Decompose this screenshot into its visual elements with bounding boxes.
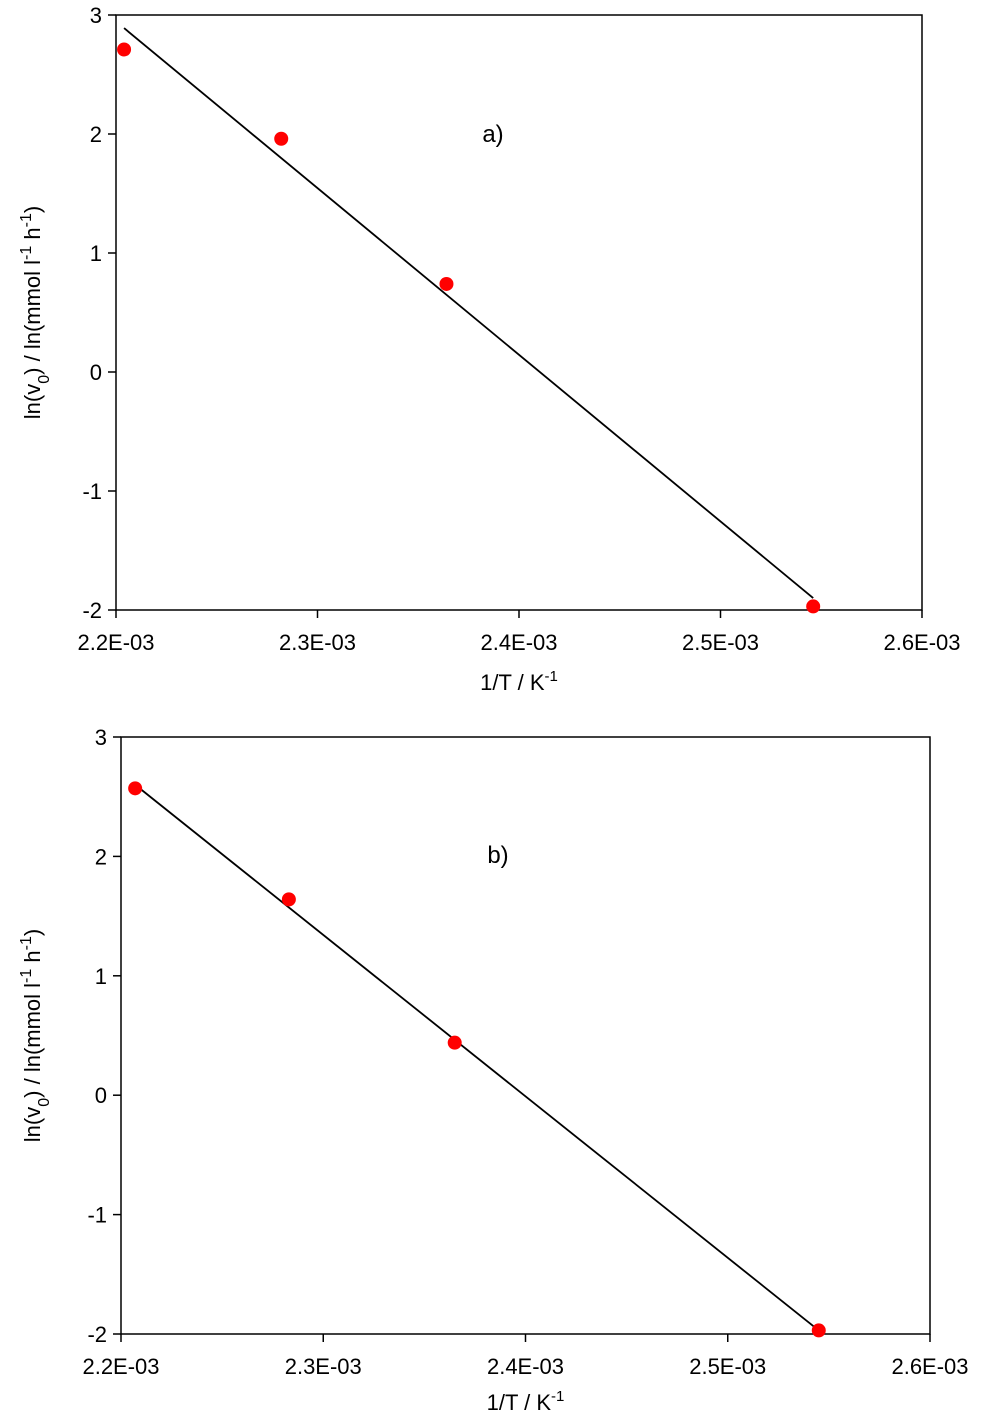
chart-1-ytick-label: 0 [95,1083,107,1108]
chart-0-ytick-label: -1 [82,479,102,504]
chart-1-data-point [447,1035,462,1050]
chart-1-ytick-label: -2 [87,1322,107,1347]
chart-0-xtick-label: 2.2E-03 [77,630,154,655]
chart-1-ytick-label: 3 [95,725,107,750]
chart-0-xtick-label: 2.6E-03 [883,630,960,655]
chart-0-data-point [806,599,821,614]
chart-0-x-axis-title: 1/T / K-1 [480,668,558,695]
chart-1-ytick-label: -1 [87,1203,107,1228]
chart-0-ytick-label: 0 [90,360,102,385]
chart-1-data-point [811,1323,826,1338]
chart-0-panel-label: a) [482,121,503,148]
chart-0-ytick-label: 2 [90,122,102,147]
chart-1-plot-frame [120,736,931,1335]
chart-1-fit-line [134,784,820,1332]
chart-1-x-axis-title: 1/T / K-1 [487,1388,565,1415]
chart-0-ytick-label: 1 [90,241,102,266]
chart-0-data-point [439,276,454,291]
chart-0-xtick-label: 2.3E-03 [279,630,356,655]
chart-0: -2 -1 0 1 2 3 2.2E-03 2.3E-03 2.4E-03 2.5E-03 2.6E… [18,3,961,695]
chart-0-plot-frame [115,14,923,611]
chart-1-data-point [281,892,296,907]
chart-0-ytick-label: 3 [90,3,102,28]
chart-1-ytick-label: 2 [95,844,107,869]
chart-1-y-axis-title: ln(v0) / ln(mmol l-1 h-1) [18,929,53,1142]
chart-1-xtick-label: 2.3E-03 [285,1354,362,1379]
chart-0-xtick-label: 2.5E-03 [682,630,759,655]
chart-1-xtick-label: 2.2E-03 [82,1354,159,1379]
chart-1-panel-label: b) [487,842,508,869]
chart-1-xtick-label: 2.6E-03 [891,1354,968,1379]
chart-0-xtick-label: 2.4E-03 [480,630,557,655]
chart-0-data-point [117,42,132,57]
chart-1-data-point [128,781,143,796]
chart-0-fit-line [123,27,814,599]
chart-1: -2 -1 0 1 2 3 2.2E-03 2.3E-03 2.4E-03 2.5E-03 2.6E… [18,725,969,1415]
chart-1-ytick-label: 1 [95,964,107,989]
chart-1-xtick-label: 2.4E-03 [487,1354,564,1379]
chart-0-data-point [274,131,289,146]
chart-1-xtick-label: 2.5E-03 [689,1354,766,1379]
chart-0-y-axis-title: ln(v0) / ln(mmol l-1 h-1) [18,206,53,419]
chart-0-ytick-label: -2 [82,598,102,623]
